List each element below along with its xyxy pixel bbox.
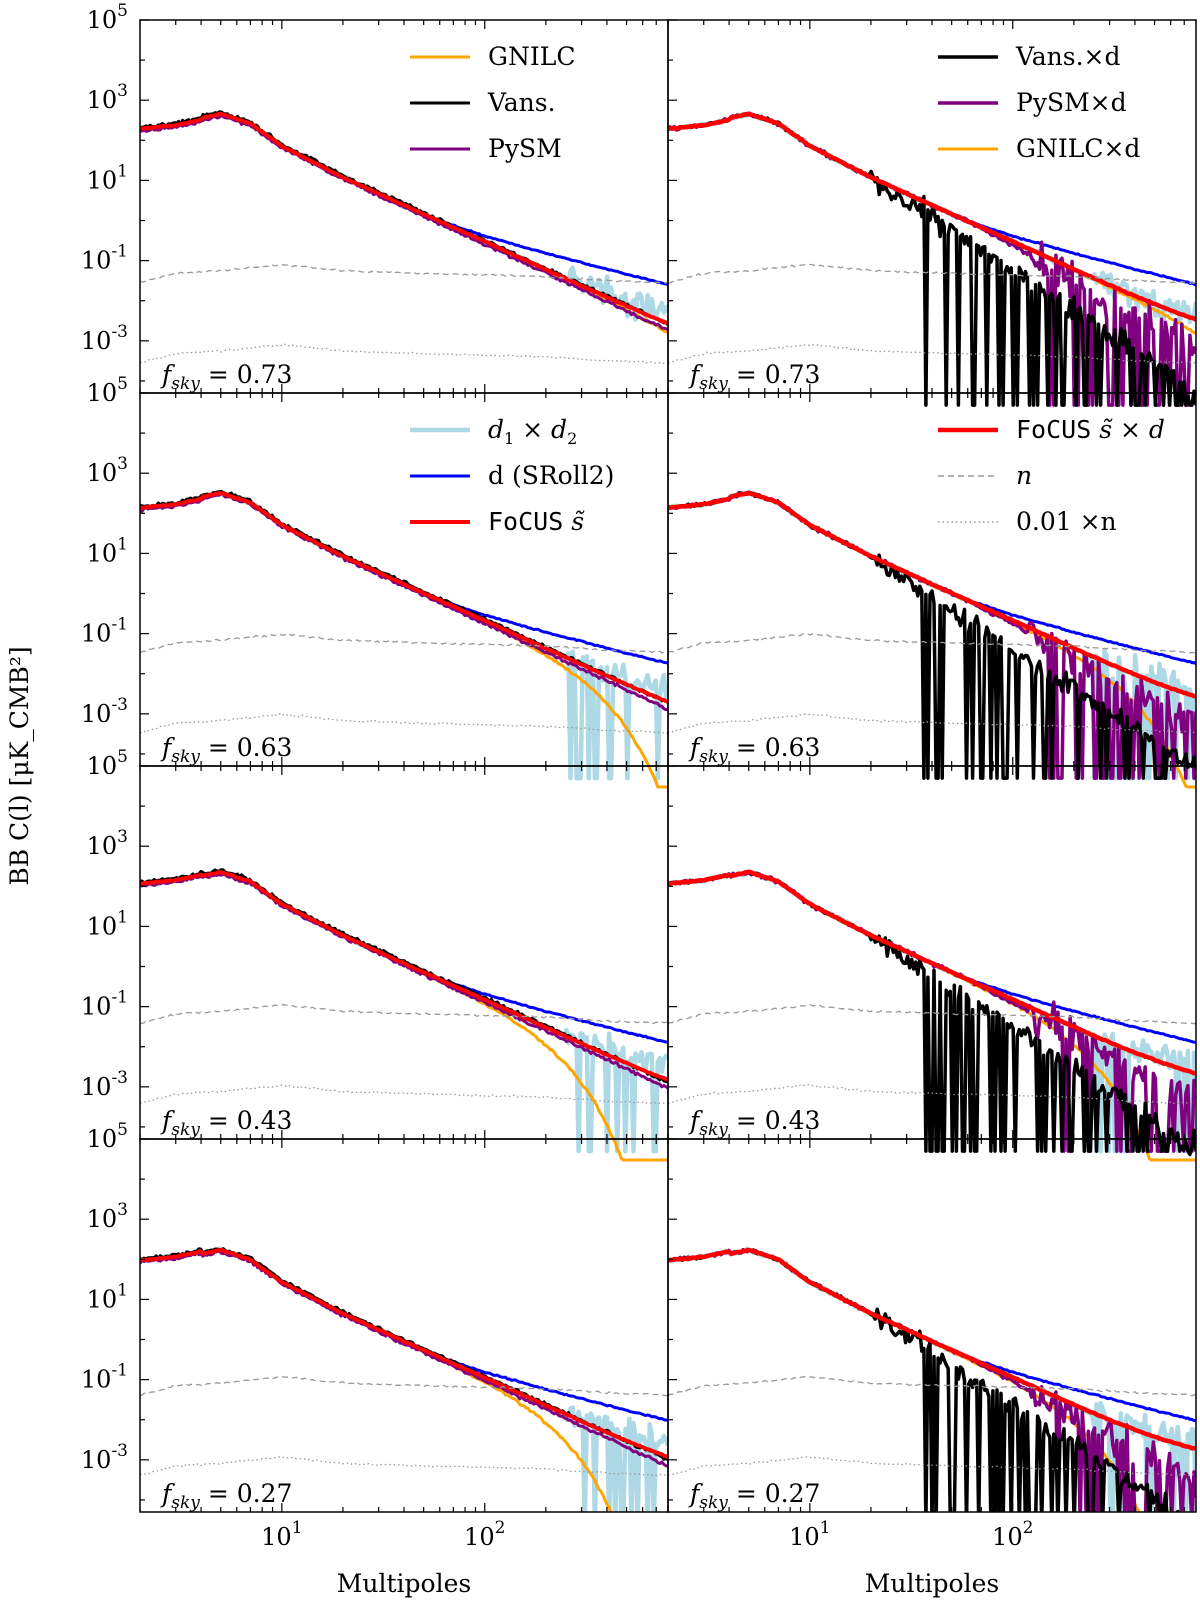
series-line-pysm xyxy=(140,872,668,1090)
series-line-n001 xyxy=(668,713,1196,734)
y-tick-label: 10-3 xyxy=(81,695,128,728)
y-tick-label: 10-1 xyxy=(81,988,128,1021)
series-line-focus_s xyxy=(140,490,668,704)
legend-left_top: GNILC Vans. PySM xyxy=(410,42,575,163)
series-line-focus_s xyxy=(140,1247,668,1459)
legend-right_top: Vans.×d PySM×d GNILC×d xyxy=(938,42,1140,163)
series-line-focus_s xyxy=(140,111,668,326)
legend-label-d: d (SRoll2) xyxy=(488,461,614,490)
panel-right-row-3 xyxy=(668,1246,1196,1512)
series-line-n xyxy=(140,1375,668,1397)
fsky-label: fsky = 0.63 xyxy=(160,733,292,767)
fsky-label: fsky = 0.73 xyxy=(688,360,820,394)
x-axis-title-left: Multipoles xyxy=(337,1569,471,1598)
fsky-label: fsky = 0.43 xyxy=(688,1106,820,1140)
legend-label-pysm_x_d: PySM×d xyxy=(1016,88,1127,117)
panel-left-row-1 xyxy=(140,489,668,789)
legend-label-n: n xyxy=(1016,461,1032,490)
series-line-d xyxy=(668,491,1196,665)
series-line-n001 xyxy=(668,1456,1196,1477)
series-line-n xyxy=(140,263,668,284)
x-tick-label: 102 xyxy=(992,1518,1033,1551)
y-tick-label: 103 xyxy=(87,454,128,487)
y-tick-label: 101 xyxy=(87,907,128,940)
y-tick-label: 10-1 xyxy=(81,615,128,648)
legend-label-gnilc: GNILC xyxy=(488,42,575,71)
y-tick-label: 10-3 xyxy=(81,1441,128,1474)
series-line-n001 xyxy=(140,1456,668,1477)
panel-frame xyxy=(139,1138,669,1513)
legend-left_second: d1 × d2 d (SRoll2) FoCUS s̃ xyxy=(410,415,614,536)
fsky-label: fsky = 0.27 xyxy=(688,1479,820,1513)
legend-right_second: FoCUS s̃ × d n 0.01 ×n xyxy=(938,415,1165,536)
panel-right-row-0 xyxy=(668,111,1196,407)
series-line-n xyxy=(668,1376,1196,1397)
series-line-gnilc xyxy=(140,112,668,335)
series-line-d xyxy=(140,112,668,287)
series-line-focus_s_x_d xyxy=(668,111,1196,322)
fsky-label: fsky = 0.43 xyxy=(160,1106,292,1140)
series-line-n001 xyxy=(140,343,668,365)
series-line-n xyxy=(140,633,668,654)
legend-label-d1xd2: d1 × d2 xyxy=(488,415,577,448)
y-tick-label: 101 xyxy=(87,534,128,567)
legends: GNILC Vans. PySM Vans.×d PySM×d GNILC×d d1 × d… xyxy=(410,42,1165,536)
series-line-n xyxy=(140,1003,668,1025)
legend-label-focus_s: FoCUS s̃ xyxy=(488,507,585,536)
panel-left-row-0 xyxy=(140,110,668,365)
series-line-focus_s_x_d xyxy=(668,490,1196,699)
x-axis-title-right: Multipoles xyxy=(865,1569,999,1598)
series-line-n xyxy=(668,263,1196,285)
series-line-d xyxy=(140,870,668,1044)
y-tick-label: 103 xyxy=(87,827,128,860)
x-tick-label: 101 xyxy=(261,1518,302,1551)
series-line-pysm xyxy=(140,113,668,331)
legend-label-pysm: PySM xyxy=(488,134,562,163)
panel-left-row-3 xyxy=(140,1246,668,1512)
series-line-pysm xyxy=(140,1249,668,1468)
legend-label-vans_x_d: Vans.×d xyxy=(1015,42,1121,71)
axes: 105 103 101 10-1 10-3 105 103 101 10-1 10-3 105 103… xyxy=(81,1,1197,1551)
panel-right-row-1 xyxy=(668,490,1196,789)
series-line-focus_s_x_d xyxy=(668,1247,1196,1452)
fsky-label: fsky = 0.63 xyxy=(688,733,820,767)
legend-label-n001: 0.01 ×n xyxy=(1016,507,1117,536)
y-tick-label: 10-1 xyxy=(81,1361,128,1394)
legend-label-vans: Vans. xyxy=(487,88,556,117)
y-tick-label: 103 xyxy=(87,81,128,114)
y-tick-label: 10-3 xyxy=(81,1068,128,1101)
y-tick-label: 105 xyxy=(87,747,128,780)
fsky-label: fsky = 0.27 xyxy=(160,1479,292,1513)
y-tick-label: 105 xyxy=(87,374,128,407)
series-line-n001 xyxy=(668,1084,1196,1105)
fsky-label: fsky = 0.73 xyxy=(160,360,292,394)
x-tick-label: 102 xyxy=(464,1518,505,1551)
series-line-focus_s xyxy=(140,870,668,1082)
panel-right-row-2 xyxy=(668,869,1196,1162)
legend-label-focus_s_x_d: FoCUS s̃ × d xyxy=(1016,415,1165,444)
panels: fsky = 0.73 fsky = 0.73 fsky = 0.63 fsky = … xyxy=(140,110,1196,1513)
series-line-d xyxy=(140,1248,668,1422)
y-tick-label: 101 xyxy=(87,1280,128,1313)
y-axis-title: BB C(l) [μK_CMB²] xyxy=(5,646,34,885)
x-tick-label: 101 xyxy=(789,1518,830,1551)
y-tick-label: 10-1 xyxy=(81,242,128,275)
y-tick-label: 103 xyxy=(87,1200,128,1233)
y-tick-label: 105 xyxy=(87,1,128,34)
series-line-n xyxy=(668,1003,1196,1025)
panel-left-row-2 xyxy=(140,868,668,1162)
legend-label-gnilc_x_d: GNILC×d xyxy=(1016,134,1140,163)
series-line-d xyxy=(140,491,668,665)
series-line-focus_s_x_d xyxy=(668,869,1196,1076)
series-line-n xyxy=(668,632,1196,654)
y-tick-label: 10-3 xyxy=(81,322,128,355)
y-tick-label: 101 xyxy=(87,161,128,194)
y-tick-label: 105 xyxy=(87,1120,128,1153)
